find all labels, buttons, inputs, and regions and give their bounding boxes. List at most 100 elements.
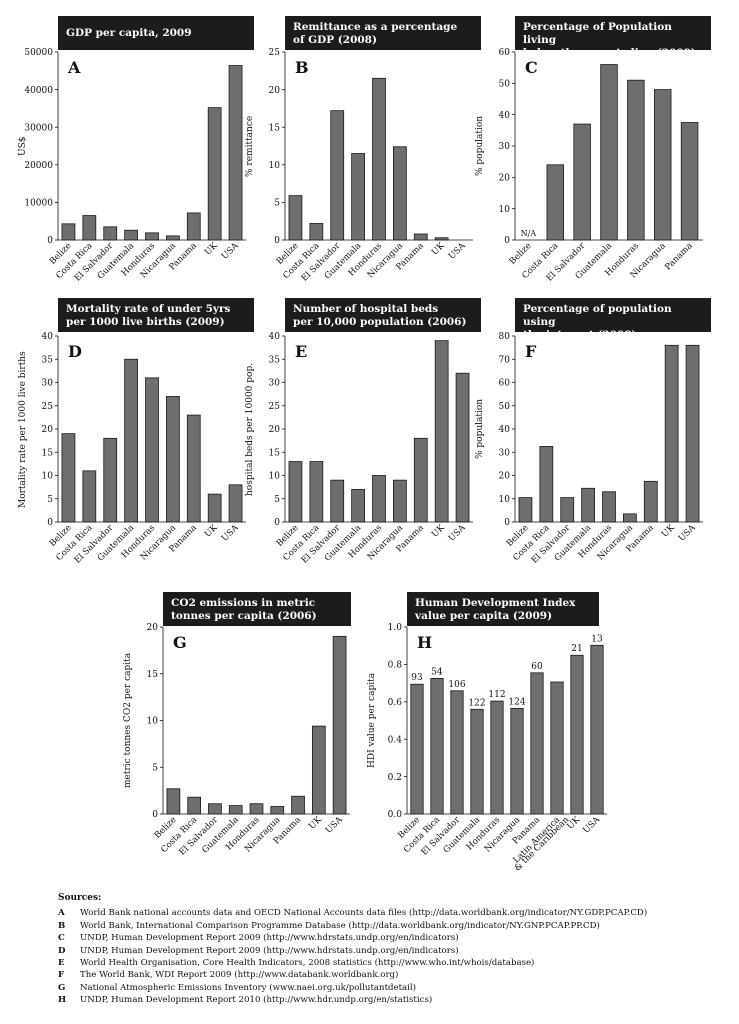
bar-guatemala bbox=[125, 359, 138, 522]
bar-label-honduras: 112 bbox=[488, 690, 505, 700]
x-tick-label-uk: UK bbox=[307, 815, 324, 832]
y-tick-label: 20 bbox=[42, 425, 54, 435]
chart-svg: 0510152025303540BelizeCosta RicaEl Salva… bbox=[258, 298, 483, 573]
y-tick-label: 15 bbox=[42, 448, 54, 458]
x-tick-label-uk: UK bbox=[430, 241, 447, 258]
y-tick-label: 0 bbox=[47, 518, 53, 528]
x-tick-label-belize: Belize bbox=[508, 241, 534, 267]
bar-label-guatemala: 122 bbox=[468, 698, 485, 708]
bar-guatemala bbox=[582, 488, 595, 522]
x-tick-label-usa: USA bbox=[677, 522, 698, 543]
y-tick-label: 10000 bbox=[24, 199, 53, 209]
bar-label-panama: 60 bbox=[531, 662, 543, 672]
source-text: World Bank, International Comparison Pro… bbox=[80, 920, 600, 932]
y-tick-label: 15 bbox=[269, 448, 281, 458]
bar-guatemala bbox=[125, 230, 138, 240]
sources-section: Sources: A World Bank national accounts d… bbox=[58, 892, 718, 1007]
y-axis-label: hospital beds per 10000 pop. bbox=[245, 362, 255, 495]
bar-uk bbox=[435, 238, 448, 240]
bar-panama bbox=[531, 673, 543, 814]
y-tick-label: 5 bbox=[274, 199, 280, 209]
y-tick-label: 40 bbox=[499, 111, 511, 121]
bar-nicaragua bbox=[166, 396, 179, 522]
y-axis-label: metric tonnes CO2 per capita bbox=[123, 653, 133, 788]
y-tick-label: 30 bbox=[499, 142, 511, 152]
y-tick-label: 60 bbox=[499, 379, 511, 389]
y-tick-label: 80 bbox=[499, 332, 511, 342]
source-key: G bbox=[58, 982, 80, 994]
y-tick-label: 50 bbox=[499, 402, 511, 412]
y-tick-label: 35 bbox=[269, 355, 281, 365]
y-tick-label: 0.6 bbox=[388, 698, 403, 708]
source-item-h: H UNDP, Human Development Report 2010 (ht… bbox=[58, 994, 718, 1006]
chart-panel-poverty: Percentage of Population living below the… bbox=[487, 16, 712, 286]
y-tick-label: 60 bbox=[499, 48, 511, 58]
bar-belize bbox=[62, 224, 75, 240]
bar-nicaragua bbox=[271, 807, 284, 814]
y-tick-label: 40 bbox=[42, 332, 54, 342]
bar-nicaragua bbox=[166, 236, 179, 240]
bar-uk bbox=[571, 655, 583, 814]
chart-svg: 0102030405060N/ABelizeCosta RicaEl Salva… bbox=[487, 16, 712, 286]
x-tick-label-uk: UK bbox=[203, 241, 220, 258]
bar-guatemala bbox=[229, 806, 242, 814]
bar-label-el-salvador: 106 bbox=[448, 680, 465, 690]
x-tick-label-usa: USA bbox=[220, 240, 241, 261]
source-item-a: A World Bank national accounts data and O… bbox=[58, 907, 718, 919]
y-tick-label: 35 bbox=[42, 355, 54, 365]
y-axis-label: Mortality rate per 1000 live births bbox=[18, 351, 28, 508]
bar-guatemala bbox=[352, 489, 365, 522]
source-item-c: C UNDP, Human Development Report 2009 (ht… bbox=[58, 932, 718, 944]
y-tick-label: 0 bbox=[152, 810, 158, 820]
bar-label-usa: 13 bbox=[591, 634, 603, 644]
y-tick-label: 30000 bbox=[24, 123, 53, 133]
y-tick-label: 20000 bbox=[24, 161, 53, 171]
y-tick-label: 15 bbox=[269, 123, 281, 133]
chart-svg: 01020304050607080BelizeCosta RicaEl Salv… bbox=[487, 298, 712, 573]
panel-letter: G bbox=[173, 633, 187, 652]
chart-panel-internet: Percentage of population using the intern… bbox=[487, 298, 712, 573]
bar-el-salvador bbox=[561, 498, 574, 522]
y-tick-label: 0 bbox=[504, 518, 510, 528]
bar-guatemala bbox=[352, 154, 365, 240]
bar-panama bbox=[414, 438, 427, 522]
bar-honduras bbox=[373, 78, 386, 240]
bar-nicaragua bbox=[393, 480, 406, 522]
y-tick-label: 0.0 bbox=[388, 810, 403, 820]
y-tick-label: 5 bbox=[47, 495, 53, 505]
na-annotation: N/A bbox=[521, 229, 537, 238]
bar-belize bbox=[167, 789, 180, 814]
bar-honduras bbox=[491, 701, 503, 814]
bar-el-salvador bbox=[209, 804, 222, 814]
bar-costa-rica bbox=[547, 165, 564, 240]
y-tick-label: 0.8 bbox=[388, 661, 403, 671]
y-axis-label: HDI value per capita bbox=[367, 673, 377, 768]
source-text: UNDP, Human Development Report 2009 (htt… bbox=[80, 945, 459, 957]
bar-costa-rica bbox=[83, 471, 96, 522]
y-tick-label: 20 bbox=[269, 86, 281, 96]
bar-el-salvador bbox=[451, 691, 463, 814]
y-tick-label: 20 bbox=[269, 425, 281, 435]
y-axis-label: % remittance bbox=[245, 115, 255, 176]
bar-el-salvador bbox=[331, 111, 344, 240]
x-tick-label-uk: UK bbox=[660, 523, 677, 540]
bar-belize bbox=[289, 462, 302, 522]
chart-svg: 0.00.20.40.60.81.093Belize54Costa Rica10… bbox=[374, 592, 614, 867]
source-key: D bbox=[58, 945, 80, 957]
y-tick-label: 70 bbox=[499, 355, 511, 365]
bar-nicaragua bbox=[623, 514, 636, 522]
source-key: H bbox=[58, 994, 80, 1006]
bar-label-uk: 21 bbox=[571, 644, 582, 654]
bar-usa bbox=[686, 345, 699, 522]
sources-heading: Sources: bbox=[58, 892, 718, 904]
bar-usa bbox=[591, 645, 603, 814]
chart-panel-co2: CO2 emissions in metric tonnes per capita… bbox=[132, 592, 357, 867]
chart-panel-hdi: Human Development Index value per capita … bbox=[374, 592, 614, 867]
y-tick-label: 10 bbox=[42, 472, 54, 482]
source-text: World Health Organisation, Core Health I… bbox=[80, 957, 534, 969]
y-tick-label: 0 bbox=[274, 518, 280, 528]
bar-uk bbox=[435, 341, 448, 522]
x-tick-label-usa: USA bbox=[220, 522, 241, 543]
chart-panel-remittance: Remittance as a percentage of GDP (2008) 0… bbox=[258, 16, 483, 286]
